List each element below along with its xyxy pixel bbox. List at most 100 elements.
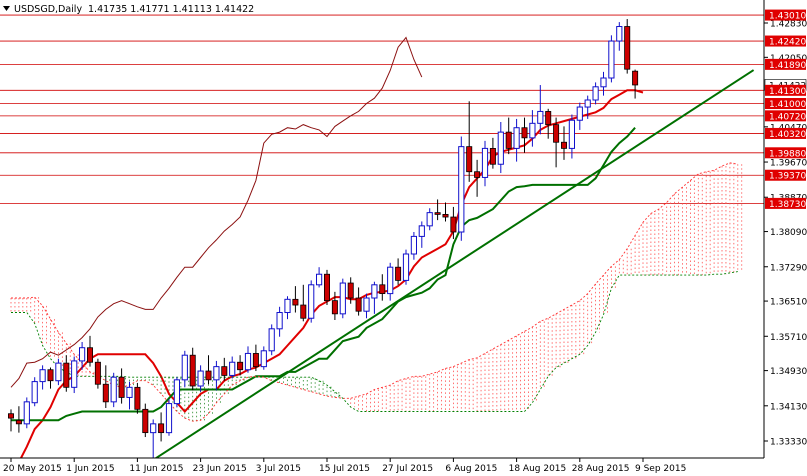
candle-body [158, 423, 165, 434]
candle-body [39, 369, 46, 383]
candle-body [379, 284, 386, 294]
chart-header: USDSGD,Daily 1.41735 1.41771 1.41113 1.4… [3, 4, 254, 15]
candle [568, 114, 575, 159]
candle [584, 95, 591, 119]
candle-body [608, 40, 615, 79]
candle-body [339, 282, 346, 315]
candle [347, 277, 354, 304]
candle [173, 377, 181, 408]
candle-body [537, 110, 544, 124]
candle-body [221, 366, 228, 376]
candle [339, 278, 346, 319]
candle-body [268, 328, 275, 352]
candle-body [592, 86, 599, 101]
level-price-label: 1.41000 [769, 100, 806, 110]
ohlc-readout: 1.41735 1.41771 1.41113 1.41422 [88, 4, 254, 15]
candle [418, 221, 425, 248]
candle-body [308, 284, 315, 319]
price-tick-label: 1.42050 [770, 54, 807, 64]
level-price-box [765, 127, 806, 139]
candle-body [47, 369, 54, 382]
candle [442, 202, 449, 222]
candle [489, 137, 496, 169]
candle-body [213, 366, 220, 381]
candle [513, 118, 520, 162]
candle [276, 306, 283, 337]
candle [150, 419, 157, 460]
candle [197, 365, 204, 392]
candle-body [545, 111, 552, 126]
level-price-box [765, 58, 806, 70]
candle [308, 280, 315, 323]
candle [205, 355, 212, 385]
level-price-box [765, 9, 806, 21]
candle [165, 399, 173, 436]
candle [237, 355, 244, 376]
level-price-label: 1.42420 [769, 38, 806, 48]
candle [47, 367, 54, 389]
candle-body [616, 26, 623, 42]
dropdown-triangle-icon [3, 6, 10, 11]
candle [545, 108, 552, 139]
candle [292, 286, 299, 313]
candle [608, 35, 615, 83]
candle-body [505, 131, 512, 149]
candle [181, 350, 188, 388]
candle-body [355, 297, 362, 312]
chikou-line [10, 36, 423, 388]
candle-body [150, 423, 157, 434]
candle-body [331, 300, 338, 315]
candle [616, 22, 623, 51]
level-price-label: 1.41890 [769, 61, 806, 71]
price-tick-label: 1.38090 [770, 228, 807, 238]
span_a-line [11, 162, 738, 422]
level-price-label: 1.40720 [769, 112, 806, 122]
candle [7, 409, 14, 432]
candle-body [173, 379, 181, 405]
candle-body [402, 253, 410, 281]
candle [576, 102, 583, 130]
candle-body [363, 297, 370, 312]
candle-body [474, 171, 481, 178]
candle-body [568, 119, 575, 149]
candle-body [450, 216, 457, 233]
candle-body [300, 304, 307, 319]
candle [316, 267, 323, 288]
candle [379, 274, 386, 301]
candle-body [276, 312, 283, 330]
time-tick-label: 1 Jun 2015 [66, 464, 114, 474]
candle [142, 403, 149, 438]
candle-body [418, 225, 425, 237]
candle [600, 71, 607, 96]
candle-body [165, 403, 173, 434]
price-tick-label: 1.35710 [770, 333, 807, 343]
candle-body [323, 273, 330, 302]
candle-body [434, 212, 441, 215]
candle-body [371, 284, 378, 299]
candle [363, 293, 370, 319]
candle-body [466, 146, 473, 173]
price-tick-label: 1.37290 [770, 263, 807, 273]
candle [537, 85, 544, 135]
candle-body [387, 266, 394, 295]
price-tick-label: 1.34930 [770, 367, 807, 377]
candle-body [94, 361, 101, 385]
candle [300, 284, 307, 322]
candle [592, 82, 599, 105]
level-price-box [765, 197, 806, 209]
price-tick-label: 1.39670 [770, 159, 807, 169]
level-price-box [765, 110, 806, 122]
span_b-line [11, 271, 738, 412]
candle-body [497, 131, 504, 165]
candle-body [458, 146, 465, 233]
candle-body [197, 370, 204, 387]
kijun-line [11, 127, 636, 422]
candle-body [7, 413, 14, 419]
candle [63, 355, 70, 392]
candle-body [31, 381, 38, 404]
candle [355, 287, 362, 316]
price-tick-label: 1.33330 [770, 438, 807, 448]
level-price-label: 1.40320 [769, 130, 806, 140]
price-axis: 1.428301.420501.404701.396701.388701.380… [763, 0, 807, 476]
